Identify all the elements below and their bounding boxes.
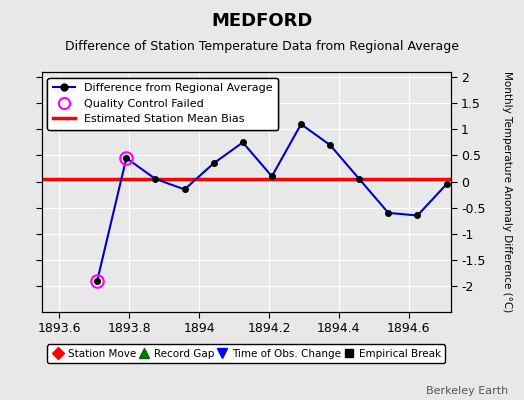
Text: MEDFORD: MEDFORD <box>211 12 313 30</box>
Legend: Station Move, Record Gap, Time of Obs. Change, Empirical Break: Station Move, Record Gap, Time of Obs. C… <box>47 344 445 363</box>
Text: Berkeley Earth: Berkeley Earth <box>426 386 508 396</box>
Text: Difference of Station Temperature Data from Regional Average: Difference of Station Temperature Data f… <box>65 40 459 53</box>
Legend: Difference from Regional Average, Quality Control Failed, Estimated Station Mean: Difference from Regional Average, Qualit… <box>48 78 278 130</box>
Y-axis label: Monthly Temperature Anomaly Difference (°C): Monthly Temperature Anomaly Difference (… <box>502 71 512 313</box>
